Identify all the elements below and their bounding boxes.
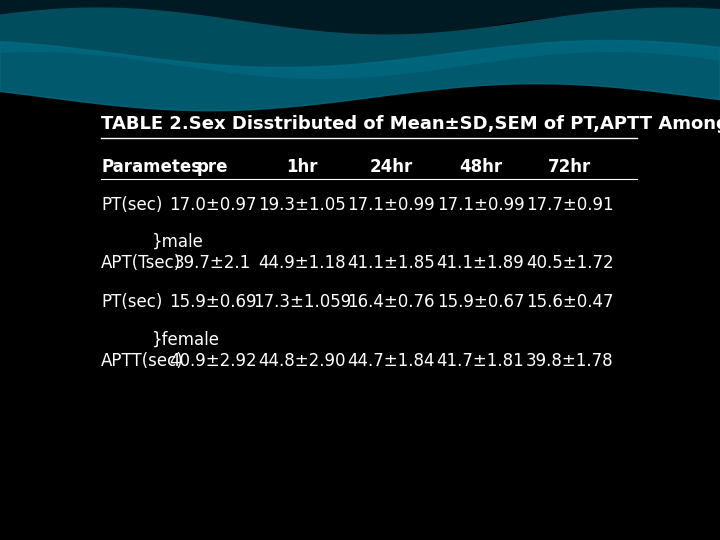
Text: PT(sec): PT(sec) <box>101 293 163 312</box>
Text: 15.9±0.67: 15.9±0.67 <box>437 293 524 312</box>
Text: pre: pre <box>197 158 228 177</box>
Text: 17.1±0.99: 17.1±0.99 <box>348 196 435 214</box>
Text: TABLE 2.Sex Disstributed of Mean±SD,SEM of PT,APTT Among the Study subjects: TABLE 2.Sex Disstributed of Mean±SD,SEM … <box>101 114 720 133</box>
Text: 17.1±0.99: 17.1±0.99 <box>437 196 524 214</box>
Text: 17.0±0.97: 17.0±0.97 <box>169 196 256 214</box>
Text: 41.1±1.89: 41.1±1.89 <box>437 254 524 272</box>
Text: 15.6±0.47: 15.6±0.47 <box>526 293 613 312</box>
Text: 39.7±2.1: 39.7±2.1 <box>174 254 251 272</box>
Text: APT(Tsec): APT(Tsec) <box>101 254 181 272</box>
Polygon shape <box>0 0 720 49</box>
Text: 41.1±1.85: 41.1±1.85 <box>348 254 435 272</box>
Text: 24hr: 24hr <box>369 158 413 177</box>
Text: 44.7±1.84: 44.7±1.84 <box>348 352 435 370</box>
Text: 40.9±2.92: 40.9±2.92 <box>169 352 256 370</box>
Text: 44.8±2.90: 44.8±2.90 <box>258 352 346 370</box>
Text: Parametes: Parametes <box>101 158 202 177</box>
Text: 19.3±1.05: 19.3±1.05 <box>258 196 346 214</box>
Text: 48hr: 48hr <box>459 158 502 177</box>
Text: 40.5±1.72: 40.5±1.72 <box>526 254 613 272</box>
Text: 44.9±1.18: 44.9±1.18 <box>258 254 346 272</box>
Text: APTT(sec): APTT(sec) <box>101 352 184 370</box>
Text: 1hr: 1hr <box>287 158 318 177</box>
Text: 39.8±1.78: 39.8±1.78 <box>526 352 613 370</box>
Text: }female: }female <box>151 331 220 349</box>
Polygon shape <box>0 8 720 78</box>
Text: }male: }male <box>151 233 203 251</box>
Polygon shape <box>0 40 720 111</box>
Text: 16.4±0.76: 16.4±0.76 <box>348 293 435 312</box>
Text: 15.9±0.69: 15.9±0.69 <box>169 293 256 312</box>
Text: PT(sec): PT(sec) <box>101 196 163 214</box>
Text: 41.7±1.81: 41.7±1.81 <box>437 352 524 370</box>
Text: 72hr: 72hr <box>548 158 592 177</box>
Text: 17.3±1.059: 17.3±1.059 <box>253 293 351 312</box>
Text: 17.7±0.91: 17.7±0.91 <box>526 196 613 214</box>
